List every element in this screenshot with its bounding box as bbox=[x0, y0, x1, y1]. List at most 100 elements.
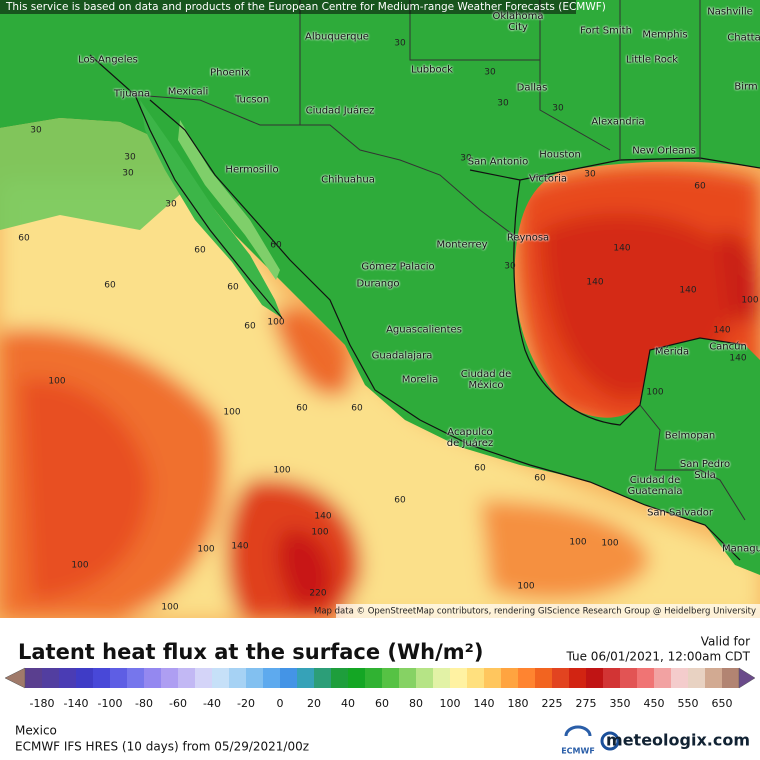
contour-label: 60 bbox=[694, 182, 706, 192]
city-label: Phoenix bbox=[210, 67, 250, 79]
city-label: Los Angeles bbox=[78, 54, 138, 66]
footer: Latent heat flux at the surface (Wh/m²) … bbox=[4, 635, 756, 756]
legend-tick-label: 100 bbox=[440, 697, 461, 710]
city-label: New Orleans bbox=[632, 145, 696, 157]
contour-label: 60 bbox=[474, 464, 486, 474]
contour-label: 30 bbox=[584, 170, 596, 180]
legend-color-cell bbox=[569, 668, 587, 688]
legend-tick-label: 550 bbox=[678, 697, 699, 710]
contour-label: 60 bbox=[18, 234, 30, 244]
contour-label: 30 bbox=[30, 126, 42, 136]
legend-color-cell bbox=[450, 668, 468, 688]
attribution-bottom-bg bbox=[336, 604, 760, 618]
city-label: Acapulco de Juárez bbox=[446, 427, 494, 449]
legend-color-cell bbox=[76, 668, 94, 688]
legend-color-cell bbox=[195, 668, 213, 688]
valid-label: Valid for bbox=[701, 635, 750, 649]
legend-color-cell bbox=[314, 668, 332, 688]
contour-label: 140 bbox=[613, 244, 630, 254]
legend-color-cell bbox=[722, 668, 740, 688]
city-label: Morelia bbox=[401, 374, 439, 386]
contour-label: 140 bbox=[586, 278, 603, 288]
legend-color-cell bbox=[246, 668, 264, 688]
baja-california bbox=[140, 100, 282, 318]
legend-color-cell bbox=[382, 668, 400, 688]
contour-label: 60 bbox=[351, 404, 363, 414]
city-label: Chihuahua bbox=[321, 174, 375, 186]
legend-tick-label: -140 bbox=[64, 697, 89, 710]
coastal-waters bbox=[0, 118, 185, 230]
contour-label: 30 bbox=[122, 169, 134, 179]
city-label: Fort Smith bbox=[580, 25, 632, 37]
city-label: Mérida bbox=[654, 346, 690, 358]
contour-label: 60 bbox=[296, 404, 308, 414]
contour-label: 220 bbox=[309, 589, 326, 599]
contour-label: 140 bbox=[729, 354, 746, 364]
legend-color-cell bbox=[365, 668, 383, 688]
contour-label: 30 bbox=[165, 200, 177, 210]
contour-label: 100 bbox=[267, 318, 284, 328]
contour-label: 30 bbox=[484, 68, 496, 78]
contour-label: 60 bbox=[270, 241, 282, 251]
city-label: Houston bbox=[539, 149, 581, 161]
legend-tick-label: 275 bbox=[576, 697, 597, 710]
legend-tick-label: 350 bbox=[610, 697, 631, 710]
legend-color-cell bbox=[671, 668, 689, 688]
legend-tick-label: 225 bbox=[542, 697, 563, 710]
city-label: Ciudad de Guatemala bbox=[627, 475, 683, 497]
legend-color-cell bbox=[110, 668, 128, 688]
logo-right: meteologix.com bbox=[606, 731, 750, 750]
city-label: Reynosa bbox=[506, 232, 550, 244]
city-label: Alexandria bbox=[591, 116, 645, 128]
map: This service is based on data and produc… bbox=[0, 0, 760, 618]
attribution-top-bg bbox=[0, 0, 576, 14]
legend-tick-label: -180 bbox=[30, 697, 55, 710]
contour-label: 140 bbox=[314, 512, 331, 522]
city-label: Durango bbox=[356, 278, 400, 290]
logo-left: ECMWF bbox=[561, 747, 595, 756]
contour-label: 30 bbox=[497, 99, 509, 109]
legend-color-cell bbox=[688, 668, 706, 688]
legend-tick-label: -80 bbox=[135, 697, 153, 710]
legend-color-cell bbox=[535, 668, 553, 688]
contour-label: 100 bbox=[601, 539, 618, 549]
contour-label: 30 bbox=[504, 262, 516, 272]
city-label: San Pedro Sula bbox=[679, 459, 731, 481]
city-label: Memphis bbox=[642, 29, 688, 41]
city-label: Little Rock bbox=[625, 54, 679, 66]
contour-label: 60 bbox=[394, 496, 406, 506]
city-label: Tucson bbox=[234, 94, 270, 106]
legend-color-cell bbox=[399, 668, 417, 688]
city-label: Ciudad de México bbox=[460, 369, 512, 391]
legend-tick-label: -100 bbox=[98, 697, 123, 710]
contour-label: 100 bbox=[311, 528, 328, 538]
contour-label: 30 bbox=[124, 153, 136, 163]
city-label: Belmopan bbox=[664, 430, 716, 442]
legend-color-cell bbox=[25, 668, 43, 688]
legend-color-cell bbox=[144, 668, 162, 688]
city-label: Albuquerque bbox=[305, 31, 369, 43]
legend-color-cell bbox=[518, 668, 536, 688]
legend-tick-label: 180 bbox=[508, 697, 529, 710]
city-label: Tijuana bbox=[113, 88, 151, 100]
legend-tick-label: 20 bbox=[307, 697, 321, 710]
legend-tick-label: 450 bbox=[644, 697, 665, 710]
legend-tick-label: 140 bbox=[474, 697, 495, 710]
legend-tick-label: 0 bbox=[277, 697, 284, 710]
contour-label: 60 bbox=[104, 281, 116, 291]
contour-label: 60 bbox=[534, 474, 546, 484]
legend-color-cell bbox=[654, 668, 672, 688]
city-label: Monterrey bbox=[436, 239, 488, 251]
city-label: Cancún bbox=[709, 341, 747, 353]
city-label: Oklahoma City bbox=[492, 11, 544, 33]
city-label: Managu bbox=[722, 543, 760, 555]
legend-color-cell bbox=[501, 668, 519, 688]
contour-label: 30 bbox=[394, 39, 406, 49]
contour-label: 100 bbox=[71, 561, 88, 571]
contour-label: 100 bbox=[517, 582, 534, 592]
legend-tick-label: 40 bbox=[341, 697, 355, 710]
legend-color-cell bbox=[161, 668, 179, 688]
legend-tick-label: -60 bbox=[169, 697, 187, 710]
contour-label: 30 bbox=[460, 154, 472, 164]
legend-color-cell bbox=[178, 668, 196, 688]
